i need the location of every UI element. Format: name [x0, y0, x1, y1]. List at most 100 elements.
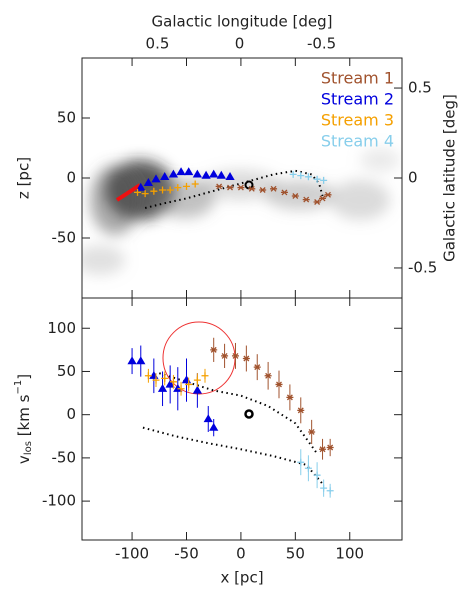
marker	[264, 372, 272, 379]
marker	[152, 376, 160, 384]
marker	[169, 378, 177, 386]
marker	[216, 170, 226, 179]
marker	[270, 185, 278, 192]
model-curve	[144, 169, 324, 209]
x-tick-label: 50	[286, 545, 305, 563]
marker	[304, 173, 312, 181]
marker	[136, 182, 146, 191]
marker	[165, 379, 175, 388]
x-label: x [pc]	[220, 569, 263, 587]
y-tick-label: -100	[42, 492, 76, 510]
x-tick-label: -100	[115, 545, 149, 563]
marker	[313, 471, 321, 479]
marker	[210, 346, 218, 353]
marker	[151, 174, 161, 183]
marker	[313, 199, 321, 205]
marker	[291, 193, 299, 199]
marker	[319, 195, 327, 202]
marker	[313, 175, 321, 183]
y-label: vlos [km s−1]	[13, 374, 34, 464]
marker	[324, 191, 332, 198]
marker	[308, 429, 316, 435]
y2-tick-label: 0	[408, 169, 418, 187]
marker	[221, 352, 229, 359]
marker	[191, 180, 199, 188]
marker	[326, 487, 334, 495]
x-tick-label: 0	[236, 545, 246, 563]
y-tick-label: 50	[57, 109, 76, 127]
marker	[319, 446, 327, 453]
x2-tick-label: 0.5	[146, 35, 170, 53]
legend-entry: Stream 3	[321, 111, 394, 130]
y-tick-label: 50	[57, 362, 76, 380]
x-tick-label: -50	[174, 545, 199, 563]
y-label-part: v	[15, 455, 33, 464]
marker	[182, 182, 190, 190]
sgr-a-marker	[244, 409, 254, 419]
marker	[242, 355, 250, 362]
y-label-part: −1	[13, 380, 24, 395]
y-label: z [pc]	[15, 157, 33, 199]
marker	[185, 380, 193, 388]
marker	[215, 183, 223, 190]
x2-tick-label: 0	[235, 35, 245, 53]
x-tick-label: 100	[335, 545, 364, 563]
marker	[253, 364, 261, 371]
marker	[226, 184, 234, 191]
marker	[201, 170, 211, 179]
y-tick-label: 0	[66, 169, 76, 187]
marker	[192, 169, 203, 178]
marker	[286, 394, 294, 401]
marker	[134, 188, 142, 196]
marker	[201, 372, 209, 380]
marker	[157, 383, 168, 392]
marker	[127, 356, 137, 365]
marker	[209, 422, 219, 431]
marker	[144, 372, 152, 380]
y-tick-label: -50	[52, 229, 77, 247]
y2-label: Galactic latitude [deg]	[441, 94, 459, 262]
marker	[166, 186, 174, 194]
legend-entry: Stream 4	[321, 132, 394, 151]
marker	[143, 178, 154, 186]
marker	[161, 374, 169, 382]
marker	[237, 184, 245, 191]
marker	[302, 196, 310, 203]
marker	[184, 167, 194, 176]
marker	[297, 172, 305, 180]
bottom-frame	[81, 297, 403, 541]
marker	[209, 169, 219, 178]
marker	[177, 385, 185, 393]
marker	[289, 170, 297, 178]
marker	[297, 407, 305, 414]
y2-tick-label: 0.5	[408, 79, 432, 97]
marker	[168, 169, 179, 178]
x2-label: Galactic longitude [deg]	[152, 13, 333, 31]
marker	[326, 444, 334, 451]
red-segment	[115, 183, 142, 202]
marker	[304, 464, 312, 472]
model-curve	[142, 372, 324, 485]
marker	[275, 381, 283, 388]
marker	[160, 172, 170, 180]
marker	[159, 186, 167, 194]
marker	[248, 185, 256, 192]
marker	[136, 356, 146, 365]
marker	[297, 458, 305, 466]
y-tick-label: 0	[66, 405, 76, 423]
marker	[150, 187, 158, 195]
marker	[320, 176, 328, 184]
marker	[176, 167, 186, 176]
marker	[174, 184, 182, 192]
marker	[141, 190, 149, 198]
marker	[192, 385, 203, 394]
dust-map	[82, 148, 400, 275]
y-tick-label: 100	[47, 319, 76, 337]
marker	[320, 484, 328, 492]
marker	[225, 172, 235, 180]
marker	[259, 187, 267, 193]
marker	[280, 189, 288, 196]
y-label-part: [km s	[15, 394, 33, 441]
marker	[193, 376, 201, 384]
